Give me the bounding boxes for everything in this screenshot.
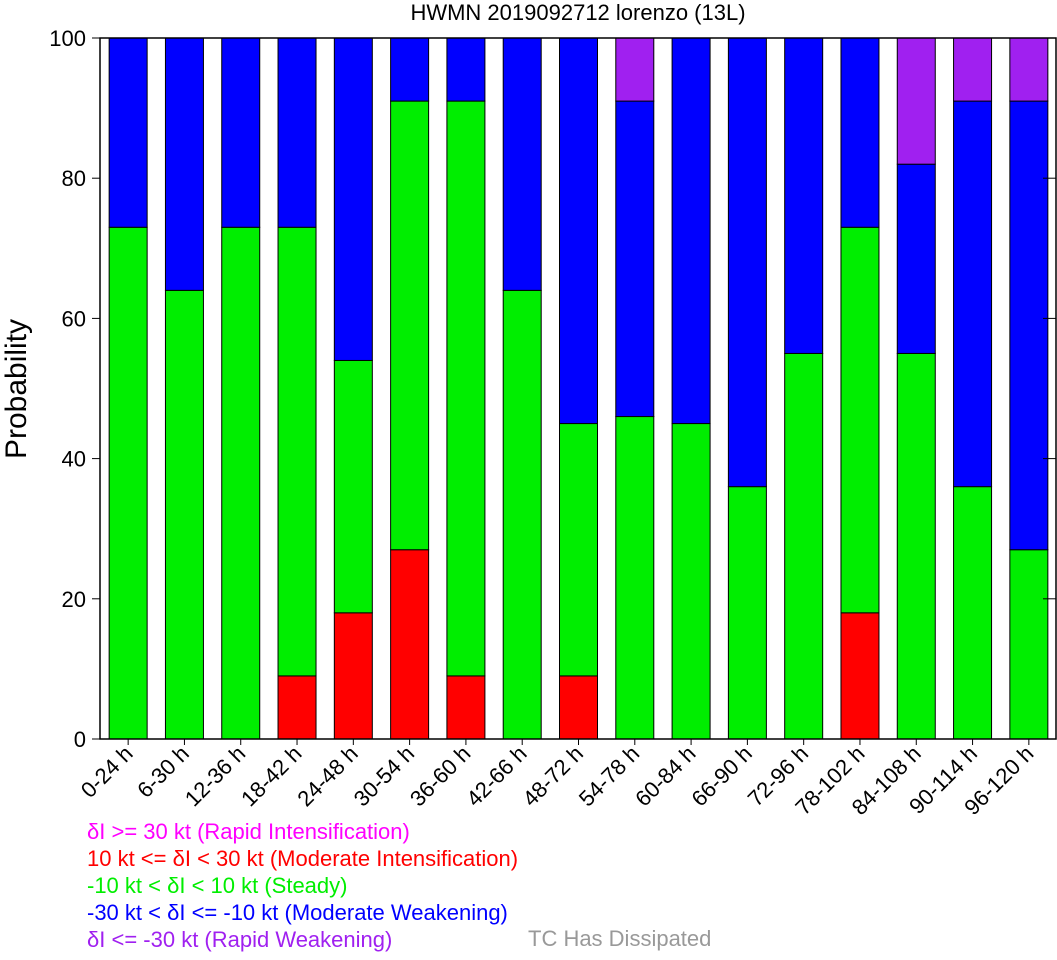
bar-segment-steady [390,100,430,551]
bar-segment-mw [1009,100,1049,551]
x-tick-label: 24-48 h [292,741,362,811]
x-tick-label: 30-54 h [349,741,419,811]
legend-item: 10 kt <= δI < 30 kt (Moderate Intensific… [87,846,519,871]
bars-group [108,37,1049,740]
bar-segment-steady [727,486,767,740]
bar-segment-mi [559,675,598,740]
bar-segment-mw [108,37,148,228]
y-tick-label: 20 [62,587,86,612]
x-tick-label: 66-90 h [686,741,756,811]
x-tick-label: 12-36 h [180,741,250,811]
bar-segment-steady [502,289,542,740]
legend-item: -30 kt < δI <= -10 kt (Moderate Weakenin… [87,900,508,925]
plot-frame [99,37,1057,740]
chart-title: HWMN 2019092712 lorenzo (13L) [410,0,745,25]
legend-item: δI <= -30 kt (Rapid Weakening) [87,927,393,952]
bar-segment-rw [896,37,936,165]
bar-segment-steady [164,289,204,740]
bar-segment-mw [784,37,824,354]
legend-dissipated-label: TC Has Dissipated [528,926,712,951]
legend-item: -10 kt < δI < 10 kt (Steady) [87,873,348,898]
bar-segment-steady [671,423,711,740]
bar-segment-rw [1009,37,1049,102]
y-tick-label: 100 [49,26,86,51]
x-tick-label: 42-66 h [461,741,531,811]
bar-segment-mw [727,37,767,488]
legend: δI >= 30 kt (Rapid Intensification) 10 kt… [87,818,518,953]
bar-segment-rw [615,37,655,102]
legend-item: δI >= 30 kt (Rapid Intensification) [87,819,410,844]
bar-segment-steady [953,486,993,740]
x-tick-label: 48-72 h [518,741,588,811]
y-tick-label: 40 [62,447,86,472]
bar-segment-mw [333,37,373,361]
bar-segment-steady [1009,549,1049,740]
bar-segment-mw [221,37,261,228]
bar-segment-steady [615,416,655,740]
x-tick-label: 54-78 h [574,741,644,811]
y-axis-label: Probability [0,319,33,459]
y-tick-label: 60 [62,306,86,331]
y-tick-label: 80 [62,166,86,191]
bar-segment-mw [615,100,655,418]
bar-segment-mi [390,549,430,740]
bar-segment-mi [446,675,486,740]
bar-segment-mw [164,37,204,291]
bar-segment-steady [108,226,148,740]
bar-segment-steady [896,352,936,740]
bar-segment-mi [277,675,317,740]
bar-segment-mw [390,37,430,102]
bar-segment-steady [277,226,317,677]
y-tick-label: 0 [74,727,86,752]
bar-segment-steady [559,423,598,677]
bar-segment-mi [333,612,373,740]
bar-segment-mw [953,100,993,488]
bar-segment-mw [277,37,317,228]
bar-segment-mw [446,37,486,102]
x-tick-label: 18-42 h [236,741,306,811]
x-tick-label: 36-60 h [405,741,475,811]
bar-segment-mw [671,37,711,425]
bar-segment-steady [784,352,824,740]
bar-segment-steady [221,226,261,740]
bar-segment-steady [840,226,880,614]
bar-segment-steady [446,100,486,677]
bar-segment-steady [333,359,373,614]
bar-segment-mw [559,37,598,425]
bar-segment-mw [502,37,542,291]
bar-segment-mw [896,163,936,354]
bar-segment-mw [840,37,880,228]
bar-segment-rw [953,37,993,102]
bar-segment-mi [840,612,880,740]
x-tick-label: 60-84 h [630,741,700,811]
